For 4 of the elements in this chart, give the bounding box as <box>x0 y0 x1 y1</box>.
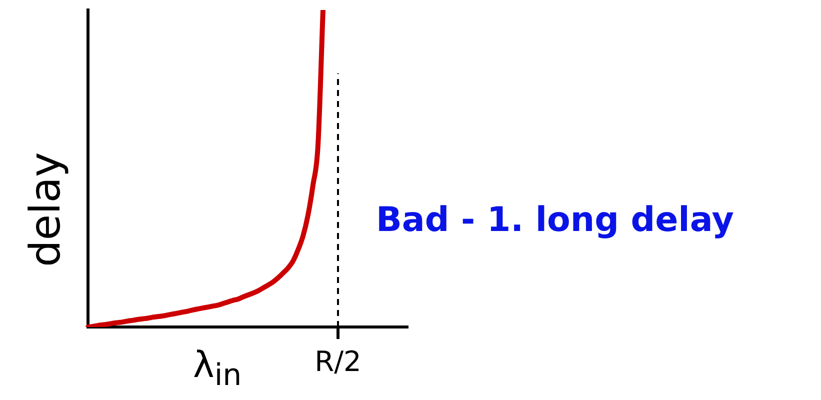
annotation: Bad - 1. long delay <box>376 200 734 240</box>
y-axis-title: delay <box>20 151 70 269</box>
text: R/2 <box>314 345 362 378</box>
x-axis-title: λ$_{in}$ <box>193 345 242 394</box>
